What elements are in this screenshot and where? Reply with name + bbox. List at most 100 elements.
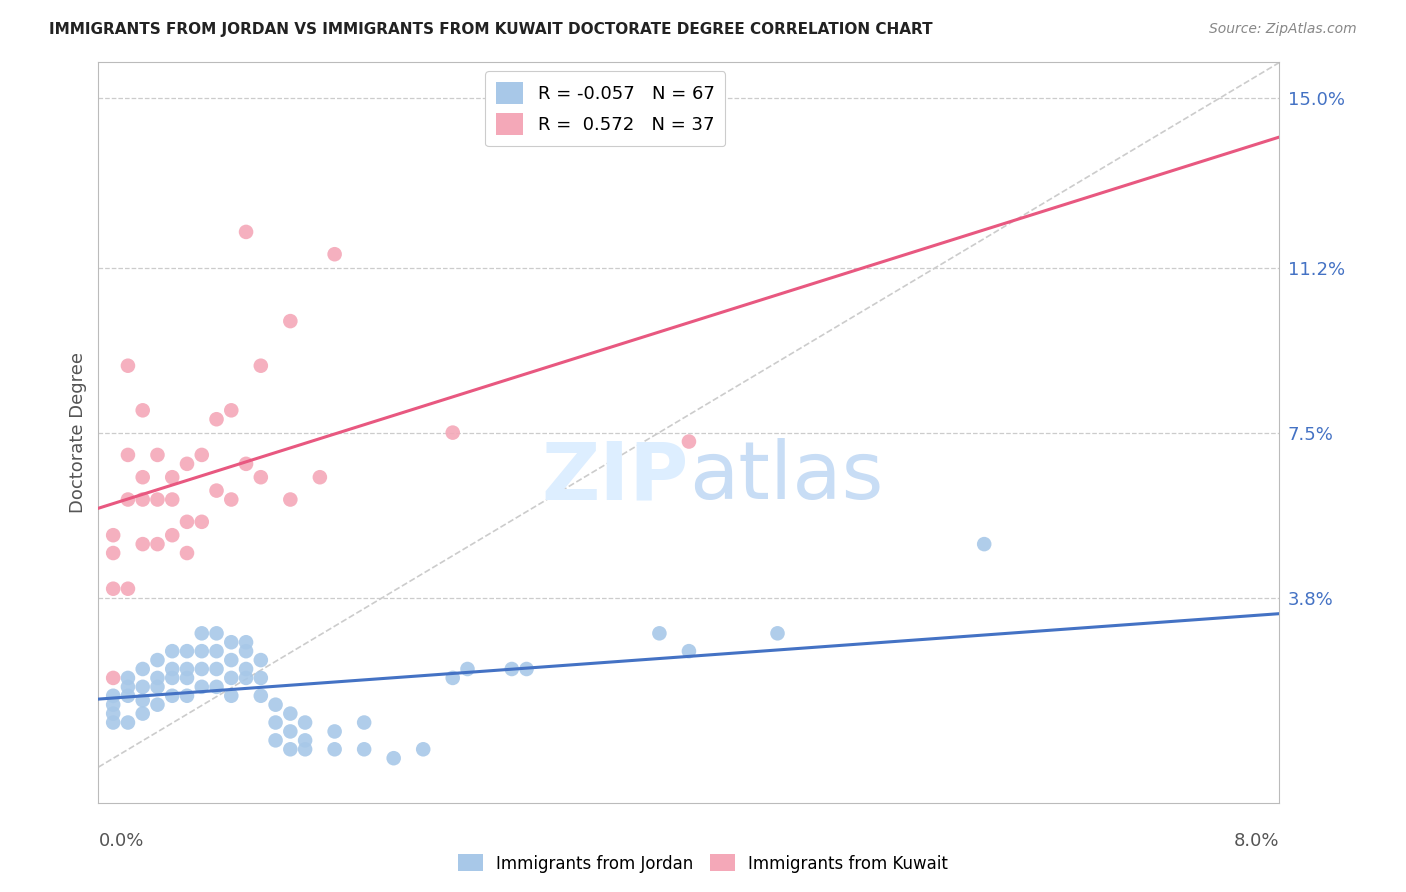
Legend: Immigrants from Jordan, Immigrants from Kuwait: Immigrants from Jordan, Immigrants from … <box>451 847 955 880</box>
Point <box>441 425 464 440</box>
Point <box>176 546 198 560</box>
Point <box>205 412 228 426</box>
Point <box>146 698 169 712</box>
Point <box>162 644 183 658</box>
Text: 0.0%: 0.0% <box>98 832 143 850</box>
Point <box>219 403 242 417</box>
Point <box>132 662 155 676</box>
Point <box>117 715 139 730</box>
Point <box>146 680 169 694</box>
Point <box>235 635 257 649</box>
Point <box>382 751 405 765</box>
Point <box>235 457 257 471</box>
Point <box>235 671 257 685</box>
Point <box>176 662 198 676</box>
Point <box>678 644 700 658</box>
Point <box>176 689 198 703</box>
Point <box>278 706 302 721</box>
Point <box>117 689 139 703</box>
Point <box>162 662 183 676</box>
Point <box>323 247 346 261</box>
Point <box>501 662 523 676</box>
Point <box>205 626 228 640</box>
Text: IMMIGRANTS FROM JORDAN VS IMMIGRANTS FROM KUWAIT DOCTORATE DEGREE CORRELATION CH: IMMIGRANTS FROM JORDAN VS IMMIGRANTS FRO… <box>49 22 932 37</box>
Point <box>219 689 242 703</box>
Point <box>456 662 478 676</box>
Point <box>264 733 287 747</box>
Text: 8.0%: 8.0% <box>1234 832 1279 850</box>
Point <box>308 470 332 484</box>
Text: ZIP: ZIP <box>541 438 689 516</box>
Point <box>103 582 125 596</box>
Point <box>353 715 375 730</box>
Point <box>146 653 169 667</box>
Point <box>412 742 434 756</box>
Point <box>162 689 183 703</box>
Point <box>264 715 287 730</box>
Point <box>250 653 273 667</box>
Point <box>162 470 183 484</box>
Point <box>132 403 155 417</box>
Point <box>103 546 125 560</box>
Point <box>103 698 125 712</box>
Point <box>117 671 139 685</box>
Point <box>132 680 155 694</box>
Point <box>162 671 183 685</box>
Point <box>278 724 302 739</box>
Point <box>353 742 375 756</box>
Point <box>132 537 155 551</box>
Text: Source: ZipAtlas.com: Source: ZipAtlas.com <box>1209 22 1357 37</box>
Point <box>191 515 214 529</box>
Point <box>294 742 316 756</box>
Point <box>117 448 139 462</box>
Point <box>323 724 346 739</box>
Point <box>264 698 287 712</box>
Point <box>191 662 214 676</box>
Point <box>250 359 273 373</box>
Point <box>250 671 273 685</box>
Point <box>117 492 139 507</box>
Point <box>176 671 198 685</box>
Point <box>103 689 125 703</box>
Point <box>219 492 242 507</box>
Point <box>294 715 316 730</box>
Point <box>648 626 671 640</box>
Point <box>191 644 214 658</box>
Point <box>205 483 228 498</box>
Point <box>146 537 169 551</box>
Point <box>132 470 155 484</box>
Point <box>162 528 183 542</box>
Point <box>146 492 169 507</box>
Point <box>235 225 257 239</box>
Point <box>117 582 139 596</box>
Point <box>235 644 257 658</box>
Point <box>191 448 214 462</box>
Legend: R = -0.057   N = 67, R =  0.572   N = 37: R = -0.057 N = 67, R = 0.572 N = 37 <box>485 71 725 146</box>
Point <box>103 715 125 730</box>
Point <box>162 492 183 507</box>
Point <box>205 680 228 694</box>
Point <box>176 457 198 471</box>
Point <box>219 635 242 649</box>
Point <box>176 515 198 529</box>
Text: atlas: atlas <box>689 438 883 516</box>
Point <box>219 653 242 667</box>
Point <box>205 662 228 676</box>
Point <box>132 492 155 507</box>
Point <box>117 359 139 373</box>
Point <box>678 434 700 449</box>
Point <box>146 671 169 685</box>
Point <box>117 680 139 694</box>
Point <box>250 470 273 484</box>
Point <box>191 626 214 640</box>
Point <box>219 671 242 685</box>
Point <box>278 314 302 328</box>
Point <box>103 706 125 721</box>
Point <box>278 742 302 756</box>
Point <box>323 742 346 756</box>
Point <box>132 693 155 707</box>
Point <box>515 662 537 676</box>
Point <box>766 626 789 640</box>
Point <box>146 448 169 462</box>
Y-axis label: Doctorate Degree: Doctorate Degree <box>69 352 87 513</box>
